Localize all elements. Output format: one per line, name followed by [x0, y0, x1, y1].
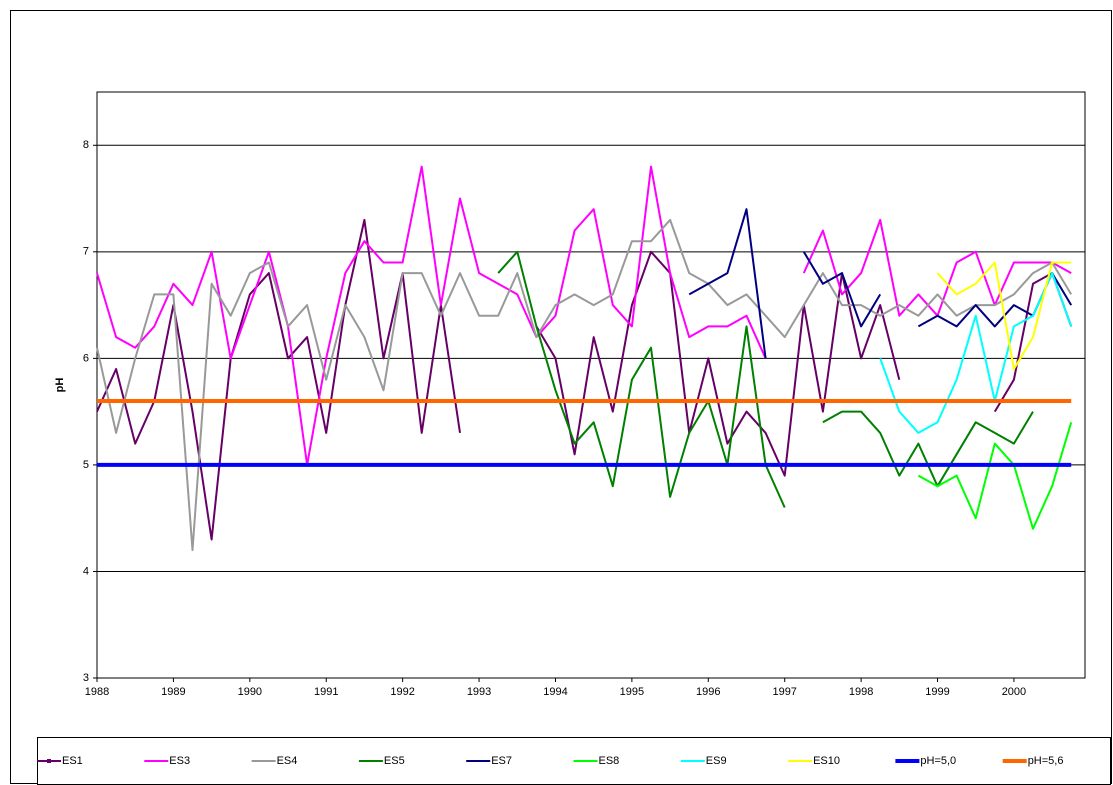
y-tick-label: 4 — [83, 565, 89, 577]
x-tick-label: 1994 — [543, 686, 567, 698]
x-tick-label: 1988 — [85, 686, 109, 698]
legend-label: ES7 — [491, 755, 512, 767]
series-line — [936, 261, 1072, 370]
y-tick-label: 5 — [83, 459, 89, 471]
x-tick-label: 1998 — [849, 686, 873, 698]
x-tick-label: 1991 — [314, 686, 338, 698]
legend-label: ES4 — [277, 755, 298, 767]
y-tick-label: 6 — [83, 352, 89, 364]
y-tick-label: 8 — [83, 139, 89, 151]
legend-label: pH=5,0 — [920, 755, 956, 767]
plot-area — [96, 91, 1086, 679]
y-tick-label: 7 — [83, 246, 89, 258]
series-line — [96, 218, 1073, 552]
x-tick-label: 1996 — [696, 686, 720, 698]
x-tick-label: 1993 — [467, 686, 491, 698]
y-tick-label: 3 — [83, 672, 89, 684]
legend-label: ES8 — [599, 755, 620, 767]
series-line — [917, 422, 1073, 530]
legend-label: pH=5,6 — [1028, 755, 1064, 767]
legend-label: ES10 — [813, 755, 840, 767]
x-tick-label: 1989 — [161, 686, 185, 698]
y-axis-label: pH — [54, 378, 66, 393]
x-tick-label: 2000 — [1002, 686, 1026, 698]
legend-label: ES5 — [384, 755, 405, 767]
x-tick-label: 1995 — [620, 686, 644, 698]
x-tick-label: 1999 — [925, 686, 949, 698]
series-line — [879, 272, 1073, 434]
legend-label: ES3 — [169, 755, 190, 767]
x-tick-label: 1997 — [772, 686, 796, 698]
x-tick-label: 1990 — [238, 686, 262, 698]
x-tick-label: 1992 — [390, 686, 414, 698]
legend-label: ES1 — [62, 755, 83, 767]
legend-label: ES9 — [706, 755, 727, 767]
legend-marker — [47, 759, 51, 763]
